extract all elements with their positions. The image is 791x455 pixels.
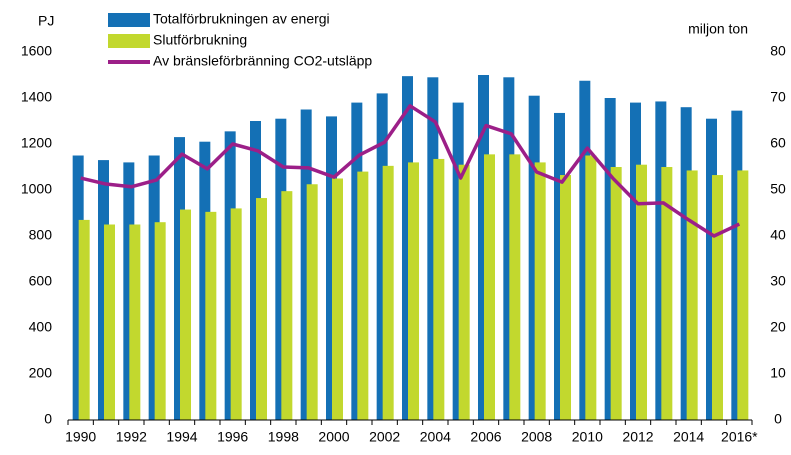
y2-tick-label: 70 [770,89,786,105]
line-series [80,104,741,238]
y2-tick-label: 50 [770,181,786,197]
bar [306,184,318,420]
bar [250,121,261,420]
y2-tick-label: 80 [770,43,786,59]
bar [357,171,369,420]
bar [300,109,312,420]
bar [712,175,723,420]
bar [326,116,337,421]
bar [402,76,413,421]
bar [98,160,109,420]
bar [72,155,84,420]
bar [509,154,521,420]
legend-swatch [108,13,150,27]
bar [230,208,242,420]
bar [275,118,287,420]
x-tick-label: 2016* [721,429,758,445]
y-tick-label: 1200 [21,135,52,151]
bar [731,110,743,421]
bar [433,158,445,420]
bar [484,154,495,420]
bar [129,224,141,420]
legend-label: Totalförbrukningen av energi [153,11,330,27]
legend-swatch [108,34,150,48]
x-tick-label: 2008 [521,429,552,445]
y-tick-label: 0 [44,411,52,427]
bar [376,93,388,421]
y2-tick-label: 40 [770,227,786,243]
bar [610,167,622,420]
bar [534,162,546,420]
y-tick-label: 1600 [21,43,52,59]
y-tick-label: 600 [29,273,53,289]
bar [281,191,293,420]
bar [579,80,591,420]
bar [104,224,115,420]
x-tick-label: 2004 [420,429,451,445]
bar [427,77,439,421]
y-tick-label: 1400 [21,89,52,105]
x-tick-label: 1992 [116,429,147,445]
y2-tick-label: 60 [770,135,786,151]
bar [528,95,540,420]
x-tick-label: 2010 [572,429,603,445]
bar [655,101,667,420]
bar [332,178,343,420]
bar [78,219,90,420]
x-tick-label: 1994 [166,429,197,445]
bar [737,170,749,420]
y2-axis-label: miljon ton [688,21,748,37]
y2-tick-label: 20 [770,319,786,335]
bar [604,98,616,420]
bar [180,209,191,420]
y-tick-label: 400 [29,319,53,335]
bar [256,198,267,420]
bar [199,141,211,420]
bar [148,155,160,420]
bar [706,118,717,420]
bar [585,155,597,420]
y-tick-label: 200 [29,365,53,381]
x-tick-label: 2000 [318,429,349,445]
bar [458,164,470,420]
x-tick-label: 2006 [470,429,501,445]
legend-label: Slutförbrukning [153,32,247,48]
y2-tick-label: 30 [770,273,786,289]
bar [382,165,394,420]
bar [478,75,489,420]
y2-tick-label: 0 [774,411,782,427]
bar [174,137,185,420]
bar [452,102,464,420]
y-tick-label: 800 [29,227,53,243]
bar [680,107,692,420]
bar [503,77,515,421]
bar [636,164,647,420]
bar [554,112,565,420]
bar [408,162,419,420]
bar [686,170,698,420]
x-tick-label: 2002 [369,429,400,445]
x-tick-label: 2012 [622,429,653,445]
y-tick-label: 1000 [21,181,52,197]
y2-tick-label: 10 [770,365,786,381]
bar [123,162,135,420]
bar [351,102,363,420]
x-tick-label: 2014 [673,429,704,445]
x-tick-label: 1990 [65,429,96,445]
bar [560,175,571,420]
x-tick-label: 1998 [268,429,299,445]
bar [224,131,236,420]
bar [205,211,217,420]
legend-label: Av bränsleförbränning CO2-utsläpp [153,53,372,69]
bar [661,167,673,420]
bar [630,102,641,420]
y-axis-label: PJ [38,13,54,29]
bar [154,222,166,420]
x-tick-label: 1996 [217,429,248,445]
